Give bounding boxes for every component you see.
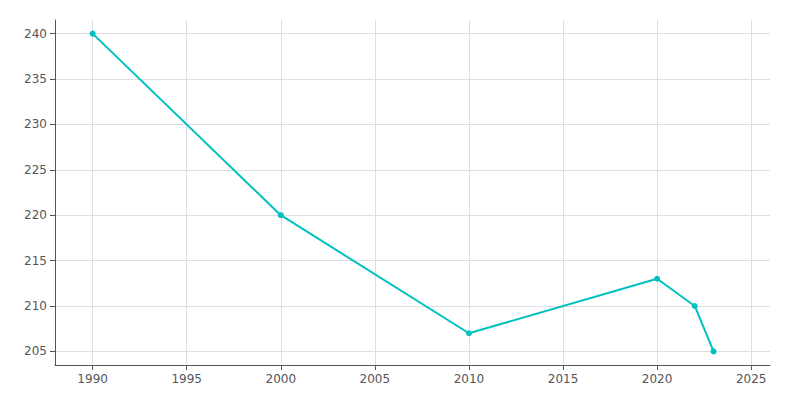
svg-text:230: 230 [24,117,47,131]
svg-text:225: 225 [24,163,47,177]
svg-text:2015: 2015 [548,372,579,386]
svg-text:2005: 2005 [360,372,391,386]
svg-text:1990: 1990 [77,372,108,386]
svg-text:1995: 1995 [171,372,202,386]
svg-text:220: 220 [24,208,47,222]
svg-text:235: 235 [24,72,47,86]
svg-text:2000: 2000 [266,372,297,386]
svg-text:2025: 2025 [736,372,767,386]
svg-text:240: 240 [24,27,47,41]
svg-text:2010: 2010 [454,372,485,386]
svg-text:215: 215 [24,254,47,268]
svg-text:210: 210 [24,299,47,313]
svg-text:2020: 2020 [642,372,673,386]
svg-text:205: 205 [24,344,47,358]
